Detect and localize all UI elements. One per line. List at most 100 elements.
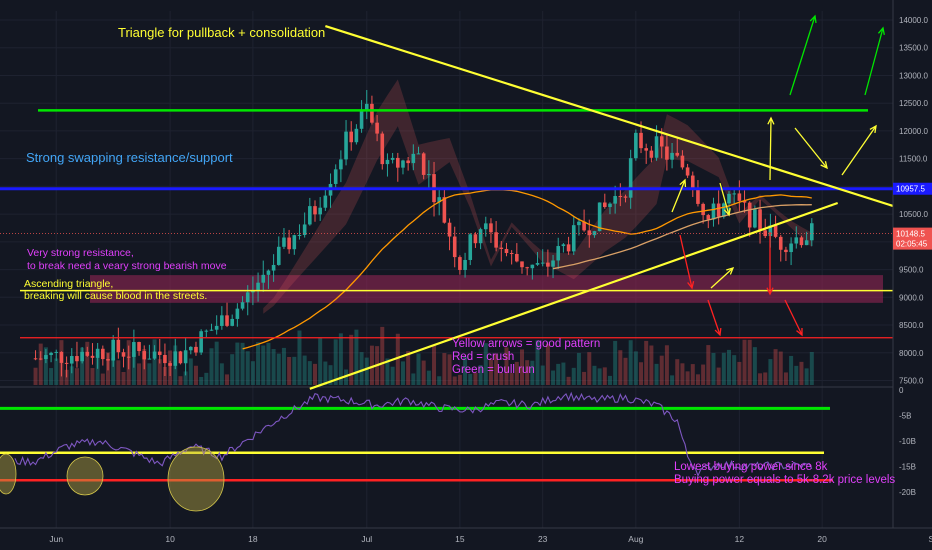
candle-body bbox=[421, 153, 426, 175]
candle-body bbox=[106, 359, 110, 361]
volume-bar bbox=[752, 347, 757, 385]
volume-bar bbox=[520, 349, 524, 385]
volume-bar bbox=[799, 361, 804, 385]
volume-bar bbox=[318, 337, 323, 385]
green-arrow-head bbox=[809, 14, 817, 24]
yellow-arrow bbox=[769, 117, 772, 181]
candle-body bbox=[685, 167, 690, 176]
triangle-upper bbox=[325, 25, 916, 215]
volume-bar bbox=[525, 360, 530, 385]
obv-tick-label: -20B bbox=[899, 488, 916, 497]
candle-body bbox=[799, 237, 804, 246]
volume-bar bbox=[566, 376, 571, 385]
time-tick-label: Sep bbox=[928, 534, 932, 544]
volume-bar bbox=[675, 359, 680, 385]
obv-tick-label: 0 bbox=[899, 386, 904, 395]
volume-bar bbox=[297, 330, 302, 385]
volume-bar bbox=[442, 353, 447, 385]
volume-bar bbox=[188, 358, 193, 385]
candle-body bbox=[608, 203, 612, 208]
volume-bar bbox=[432, 344, 437, 385]
volume-bar bbox=[587, 352, 592, 385]
volume-bar bbox=[695, 374, 700, 385]
candle-body bbox=[566, 244, 571, 252]
candle-body bbox=[706, 215, 711, 220]
candle-body bbox=[690, 175, 695, 190]
volume-bar bbox=[639, 362, 644, 385]
volume-bar bbox=[628, 340, 633, 385]
candle-body bbox=[33, 358, 38, 360]
volume-bar bbox=[359, 352, 364, 385]
volume-bar bbox=[758, 373, 763, 385]
volume-bar bbox=[535, 340, 540, 385]
price-tick-label: 13500.0 bbox=[899, 44, 928, 53]
candle-body bbox=[396, 157, 400, 168]
volume-bar bbox=[240, 342, 245, 385]
volume-bar bbox=[256, 342, 261, 385]
volume-bar bbox=[457, 374, 462, 385]
volume-bar bbox=[266, 342, 271, 385]
yellow-arrow-head bbox=[726, 266, 735, 275]
volume-bar bbox=[69, 366, 74, 385]
volume-bar bbox=[261, 345, 266, 385]
candle-body bbox=[390, 157, 395, 160]
candle-body bbox=[603, 202, 607, 208]
volume-bar bbox=[214, 341, 219, 385]
volume-bar bbox=[235, 342, 240, 385]
volume-bar bbox=[721, 352, 726, 385]
volume-bar bbox=[561, 362, 566, 385]
volume-bar bbox=[307, 361, 312, 385]
price-tick-label: 13000.0 bbox=[899, 71, 928, 80]
candle-body bbox=[592, 231, 597, 236]
volume-bar bbox=[737, 361, 742, 385]
candle-body bbox=[209, 329, 214, 331]
candle-body bbox=[753, 209, 757, 228]
candle-body bbox=[458, 257, 462, 270]
time-tick-label: 15 bbox=[455, 534, 465, 544]
time-tick-label: 10 bbox=[165, 534, 175, 544]
candle-body bbox=[670, 152, 674, 160]
candle-body bbox=[722, 203, 726, 217]
yellow-arrow-head bbox=[820, 161, 828, 170]
candle-body bbox=[530, 264, 535, 269]
volume-bar bbox=[230, 354, 235, 385]
candle-body bbox=[75, 356, 79, 362]
candle-body bbox=[385, 159, 390, 165]
candle-body bbox=[499, 247, 504, 249]
candle-body bbox=[442, 197, 447, 223]
volume-bar bbox=[74, 368, 79, 385]
candle-body bbox=[230, 318, 234, 326]
red-arrow-head bbox=[714, 327, 722, 337]
volume-bar bbox=[499, 372, 504, 385]
volume-bar bbox=[644, 340, 649, 385]
candle-body bbox=[276, 246, 281, 265]
volume-bar bbox=[183, 371, 188, 385]
red-arrow bbox=[679, 234, 693, 289]
candle-body bbox=[240, 302, 245, 309]
candle-body bbox=[220, 315, 224, 326]
volume-bar bbox=[38, 343, 43, 385]
time-tick-label: Jun bbox=[49, 534, 63, 544]
candle-body bbox=[157, 351, 162, 355]
candle-body bbox=[364, 103, 369, 111]
volume-bar bbox=[794, 365, 799, 385]
moving-averages bbox=[242, 189, 812, 350]
volume-bar bbox=[199, 376, 204, 385]
volume-bar bbox=[54, 358, 59, 385]
volume-bar bbox=[225, 374, 230, 385]
candle-body bbox=[587, 230, 592, 236]
candle-body bbox=[747, 202, 752, 228]
volume-bar bbox=[530, 360, 535, 385]
candle-body bbox=[333, 169, 338, 184]
candle-body bbox=[577, 221, 581, 226]
volume-bar bbox=[437, 376, 442, 385]
ascending-note-1: Ascending triangle, bbox=[24, 278, 113, 290]
candle-body bbox=[675, 152, 680, 156]
candle-body bbox=[95, 348, 100, 358]
volume-bar bbox=[447, 354, 452, 385]
candle-body bbox=[794, 237, 799, 244]
volume-bar bbox=[364, 357, 369, 385]
candle-body bbox=[271, 264, 276, 271]
